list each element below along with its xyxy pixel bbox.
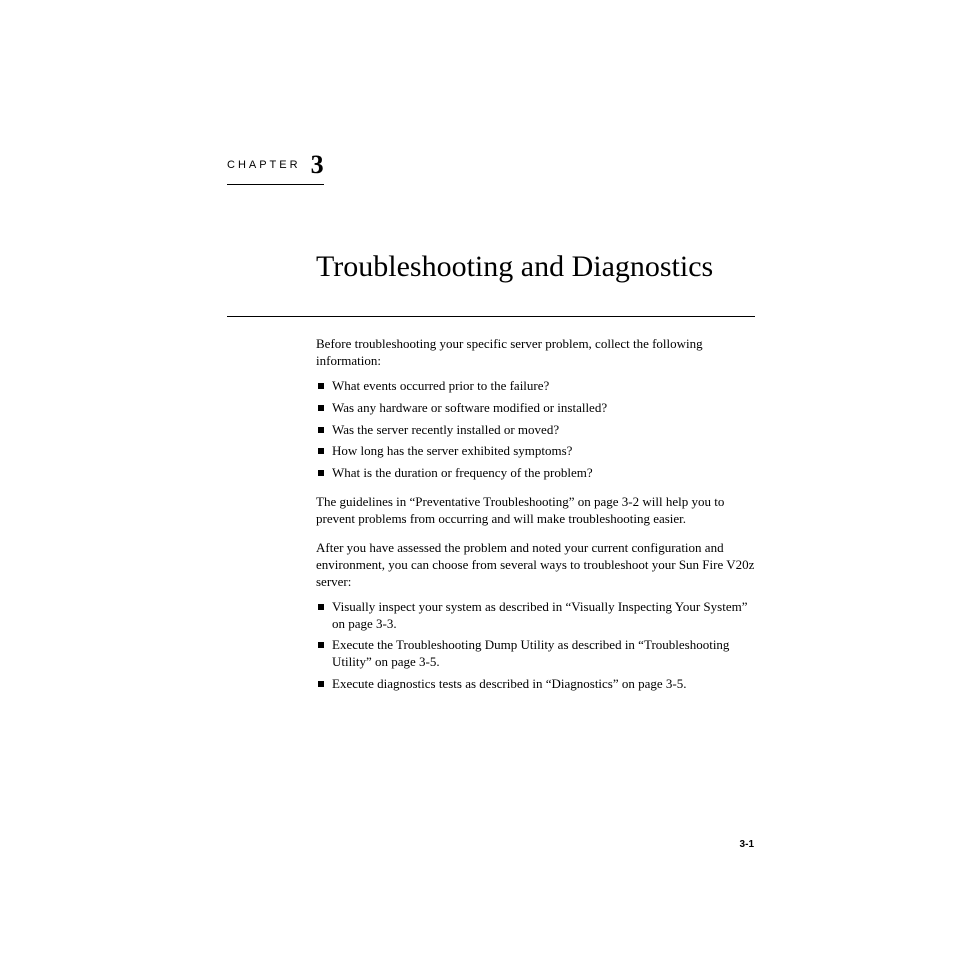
chapter-label: CHAPTER [227,159,301,171]
list-item: How long has the server exhibited sympto… [316,443,756,460]
chapter-heading: CHAPTER 3 [227,150,324,185]
list-item: Was the server recently installed or mov… [316,422,756,439]
list-item: Execute the Troubleshooting Dump Utility… [316,637,756,671]
action-list: Visually inspect your system as describe… [316,599,756,693]
page: CHAPTER 3 Troubleshooting and Diagnostic… [0,0,954,954]
list-item: Was any hardware or software modified or… [316,400,756,417]
list-item: What is the duration or frequency of the… [316,465,756,482]
list-item: Execute diagnostics tests as described i… [316,676,756,693]
intro-paragraph: Before troubleshooting your specific ser… [316,336,756,370]
guidelines-paragraph: The guidelines in “Preventative Troubles… [316,494,756,528]
title-rule [227,316,755,317]
initial-questions-list: What events occurred prior to the failur… [316,378,756,482]
list-item: What events occurred prior to the failur… [316,378,756,395]
page-title: Troubleshooting and Diagnostics [316,250,713,284]
body-text: Before troubleshooting your specific ser… [316,336,756,705]
list-item: Visually inspect your system as describe… [316,599,756,633]
page-number: 3-1 [740,839,754,850]
chapter-number: 3 [311,150,324,179]
after-assessment-paragraph: After you have assessed the problem and … [316,540,756,591]
